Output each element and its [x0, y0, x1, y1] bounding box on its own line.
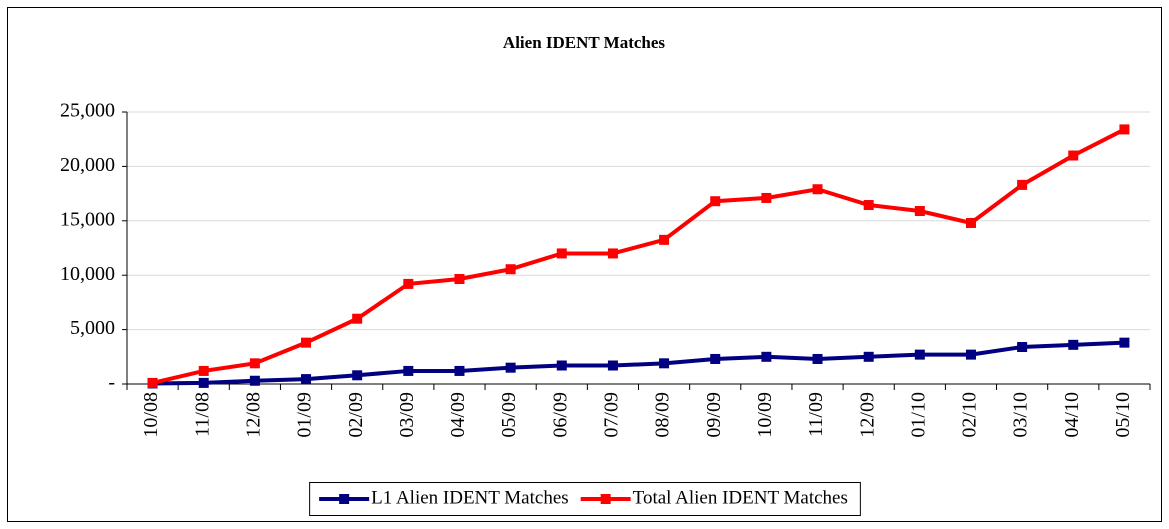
- legend: L1 Alien IDENT Matches Total Alien IDENT …: [309, 482, 861, 516]
- series-marker: [1119, 124, 1130, 135]
- x-tick-label: 03/09: [396, 392, 418, 438]
- series-marker: [249, 358, 260, 369]
- x-tick-label: 10/08: [140, 392, 162, 438]
- series-marker: [301, 337, 312, 348]
- legend-swatch-marker: [339, 494, 350, 504]
- series-marker: [812, 184, 823, 195]
- y-tick-label: 5,000: [70, 317, 115, 339]
- series-marker: [505, 362, 516, 373]
- series-marker: [1119, 337, 1130, 348]
- y-tick-label: 25,000: [60, 100, 115, 122]
- x-tick-label: 02/10: [959, 392, 981, 438]
- series-marker: [556, 360, 567, 371]
- legend-label: L1 Alien IDENT Matches: [371, 487, 569, 508]
- x-tick-label: 11/09: [805, 392, 827, 437]
- series-marker: [965, 349, 976, 360]
- series-marker: [761, 192, 772, 203]
- series-marker: [198, 377, 209, 388]
- series-marker: [198, 365, 209, 376]
- y-tick-label: -: [108, 372, 115, 394]
- series-marker: [1068, 339, 1079, 350]
- x-tick-label: 08/09: [652, 392, 674, 438]
- series-marker: [965, 217, 976, 228]
- legend-swatch-marker: [600, 494, 611, 504]
- x-tick-label: 09/09: [703, 392, 725, 438]
- series-marker: [403, 278, 414, 289]
- x-tick-label: 04/10: [1061, 392, 1083, 438]
- series-marker: [863, 200, 874, 211]
- x-tick-label: 06/09: [549, 392, 571, 438]
- series-marker: [812, 353, 823, 364]
- series-marker: [914, 349, 925, 360]
- x-tick-label: 01/10: [907, 392, 929, 438]
- series-marker: [505, 264, 516, 275]
- series-marker: [1017, 342, 1028, 353]
- series-marker: [249, 375, 260, 386]
- x-tick-label: 05/09: [498, 392, 520, 438]
- series-marker: [352, 370, 363, 381]
- series-marker: [454, 365, 465, 376]
- series-marker: [710, 353, 721, 364]
- series-marker: [710, 196, 721, 207]
- y-tick-label: 20,000: [60, 154, 115, 176]
- series-marker: [607, 360, 618, 371]
- series-marker: [659, 234, 670, 245]
- x-tick-label: 01/09: [294, 392, 316, 438]
- x-tick-label: 03/10: [1010, 392, 1032, 438]
- series-marker: [301, 374, 312, 385]
- chart-title: Alien IDENT Matches: [503, 33, 666, 52]
- x-tick-label: 12/09: [856, 392, 878, 438]
- series-marker: [863, 351, 874, 362]
- series-marker: [556, 248, 567, 259]
- series-marker: [1017, 179, 1028, 190]
- y-tick-label: 15,000: [60, 208, 115, 230]
- x-tick-label: 04/09: [447, 392, 469, 438]
- y-tick-label: 10,000: [60, 263, 115, 285]
- series-marker: [1068, 150, 1079, 161]
- series-marker: [761, 351, 772, 362]
- x-tick-label: 11/08: [191, 392, 213, 437]
- series-marker: [454, 274, 465, 285]
- series-marker: [607, 248, 618, 259]
- chart-frame: [7, 7, 1162, 522]
- series-marker: [659, 358, 670, 369]
- legend-label: Total Alien IDENT Matches: [633, 487, 848, 508]
- x-tick-label: 12/08: [242, 392, 264, 438]
- x-tick-label: 07/09: [601, 392, 623, 438]
- x-tick-label: 05/10: [1112, 392, 1134, 438]
- series-line: [152, 340, 1125, 386]
- series-marker: [914, 206, 925, 217]
- series-marker: [403, 365, 414, 376]
- x-tick-label: 02/09: [345, 392, 367, 438]
- series-marker: [147, 377, 158, 388]
- series-marker: [352, 313, 363, 324]
- x-tick-label: 10/09: [754, 392, 776, 438]
- series-line: [152, 127, 1126, 385]
